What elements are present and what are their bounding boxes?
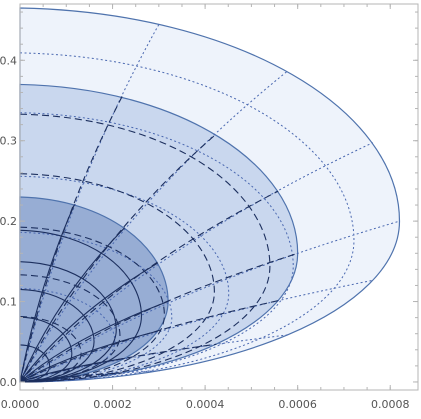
y-tick-label: 0.4 [0,54,17,67]
contour-inner-3 [19,261,117,383]
y-tick-label: 0.0 [0,376,17,389]
ray-middle-1 [19,133,217,383]
ray-inner-2 [19,262,158,383]
y-tick-label: 0.1 [0,296,17,309]
axis-ticks-layer: 0.0000 0.0002 0.0004 0.0006 0.0008 0.0 0.1 0.2 0… [0,4,418,411]
ray-outer-1 [19,70,289,383]
ray-inner-1 [19,227,126,383]
contour-middle-3 [19,173,215,383]
contour-outer-0 [19,287,116,383]
ray-outer-2 [19,142,374,383]
x-tick-label: 0.0006 [278,398,317,411]
contour-middle-2 [19,226,165,383]
ray-inner-6 [19,375,75,383]
contour-inner-2 [19,288,95,383]
x-tick-label: 0.0004 [186,398,225,411]
ray-outer-4 [19,279,373,383]
x-tick-label: 0.0008 [371,398,410,411]
x-tick-label: 0.0000 [1,398,40,411]
ray-inner-3 [19,301,169,383]
ray-middle-3 [19,252,298,383]
contour-middle-4 [19,113,271,383]
regions-layer [19,7,401,383]
contour-outer-3 [19,112,294,383]
ray-inner-5 [19,357,125,383]
ray-inner-4 [19,330,158,383]
grid-lines-layer [19,22,400,383]
frame-rect [19,3,419,391]
y-tick-label: 0.3 [0,135,17,148]
ray-inner-0 [19,204,76,383]
plot-frame [19,3,419,391]
ray-middle-6 [19,372,123,383]
x-tick-label: 0.0002 [93,398,132,411]
contour-inner-4 [19,229,142,383]
y-tick-label: 0.2 [0,215,17,228]
ray-middle-5 [19,343,217,383]
contour-outer-4 [19,52,355,383]
ray-middle-4 [19,300,279,383]
contour-outer-1 [19,231,173,383]
